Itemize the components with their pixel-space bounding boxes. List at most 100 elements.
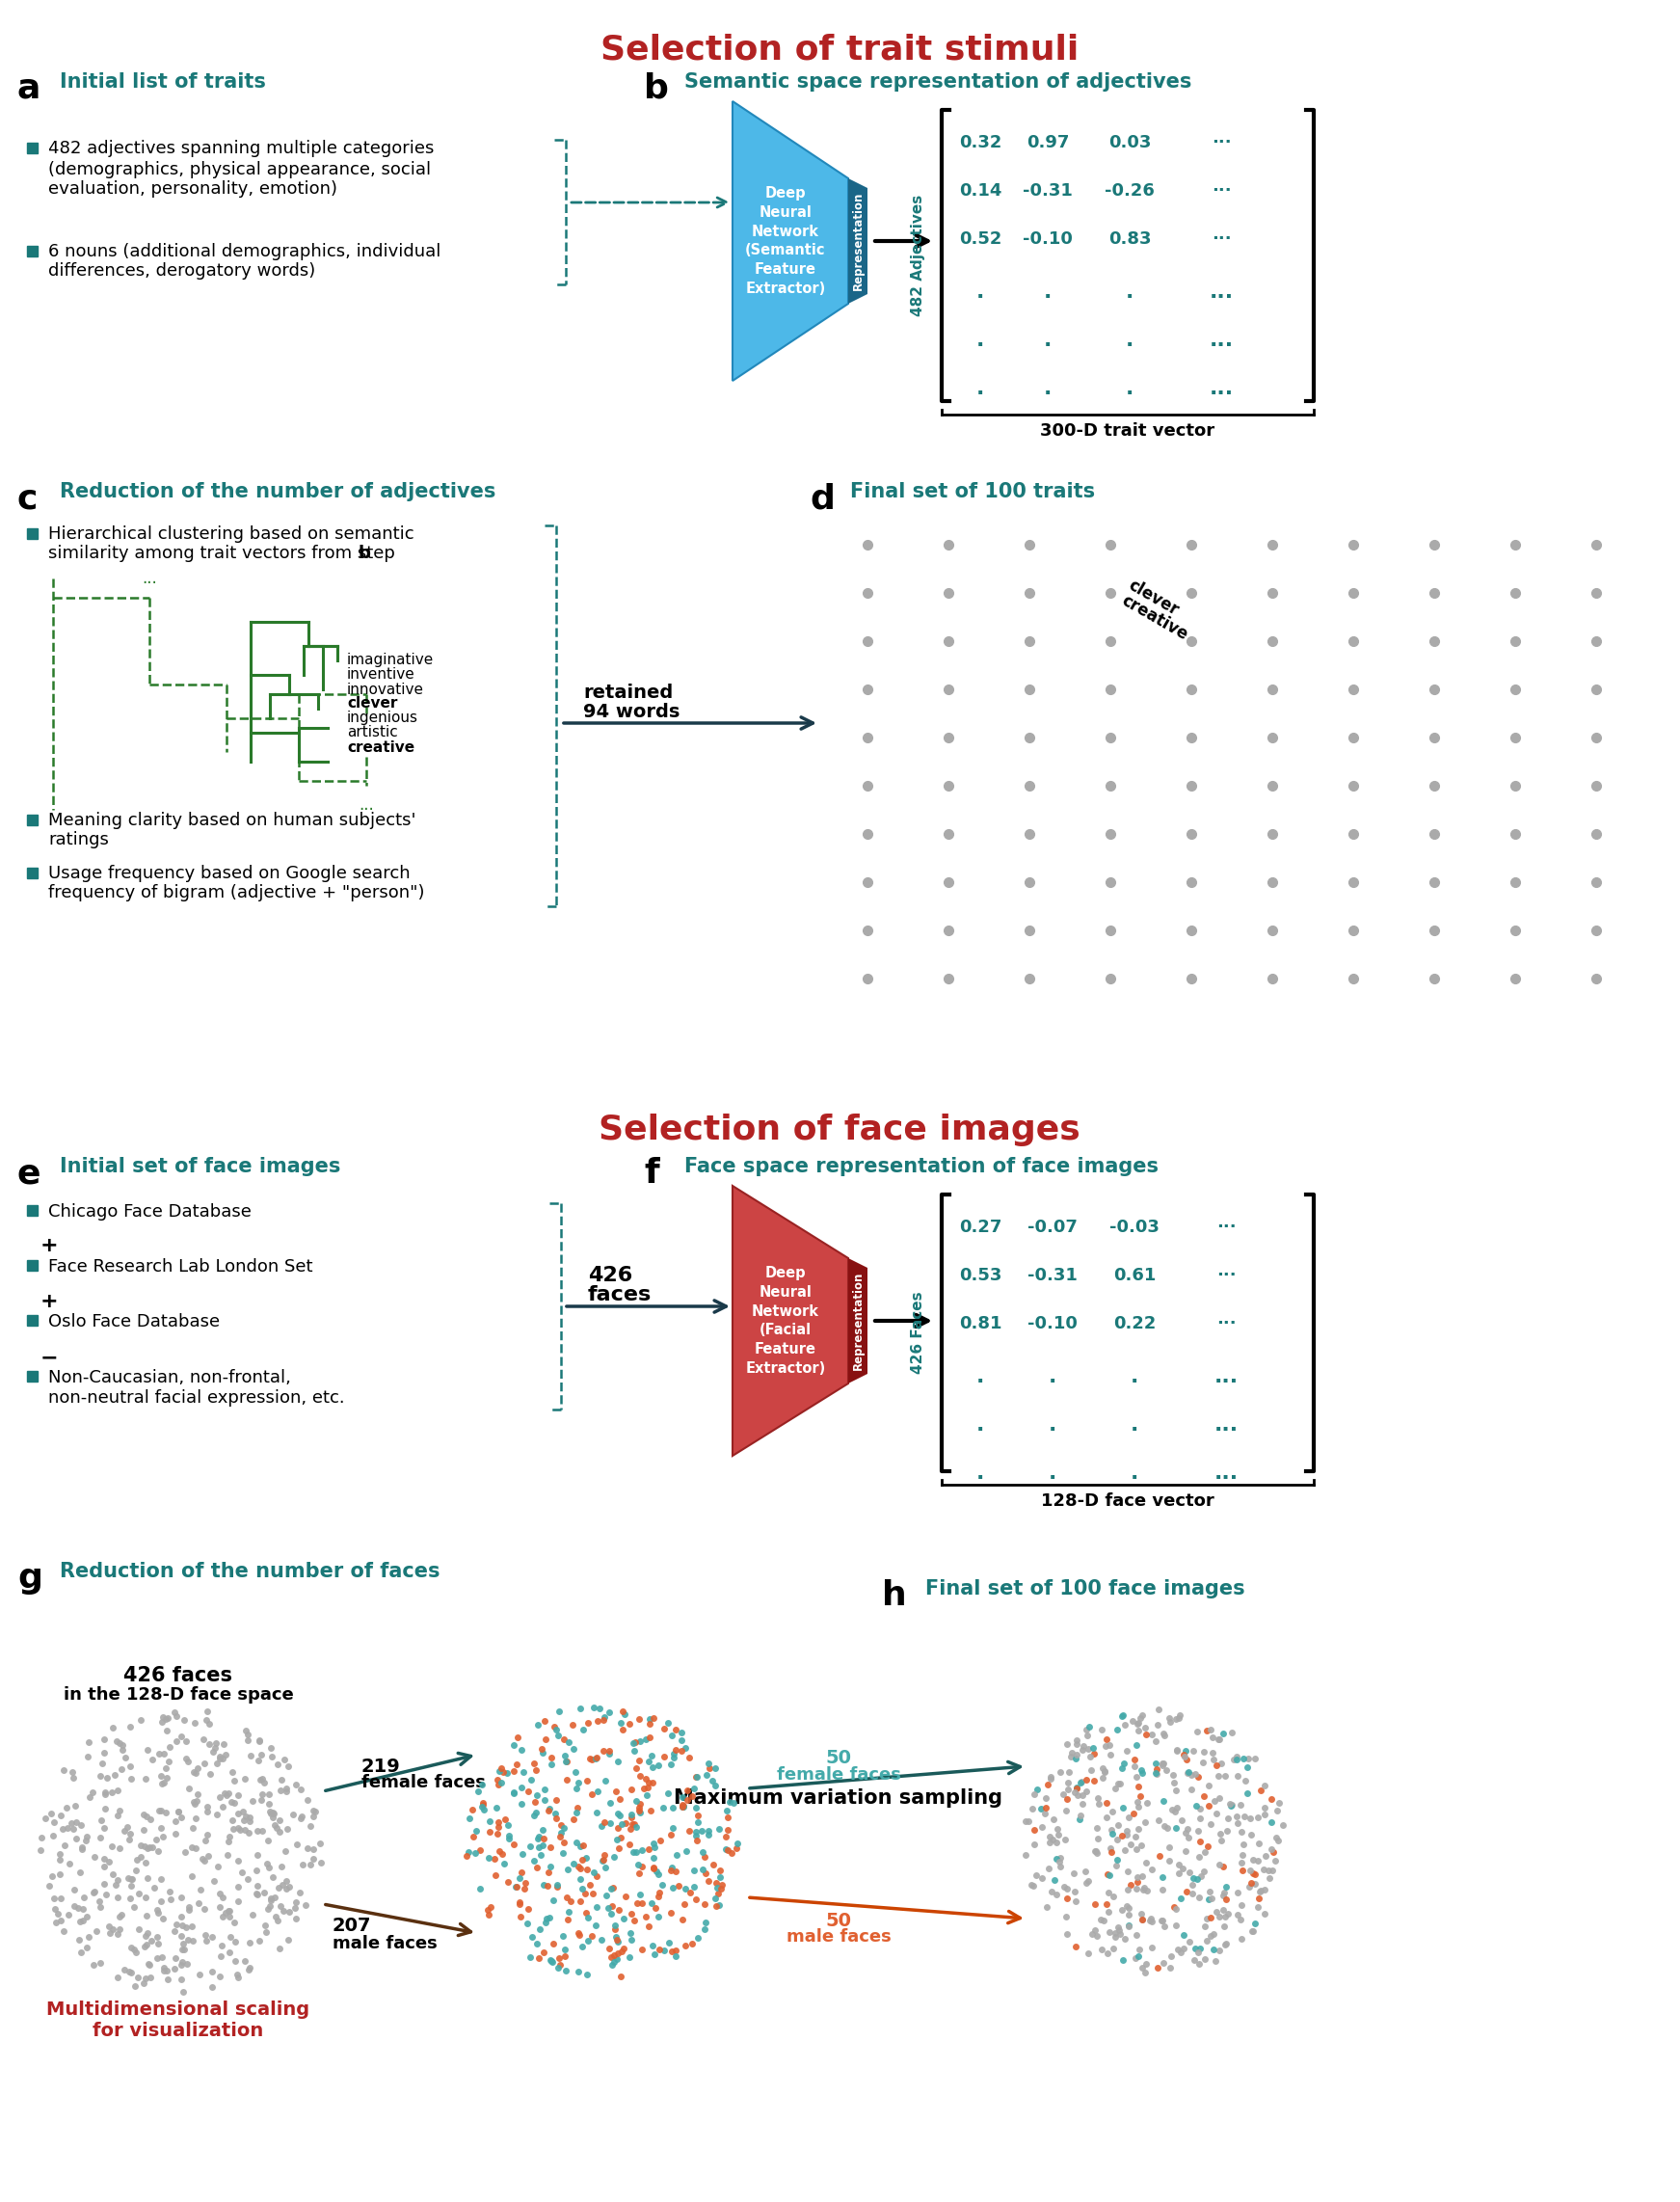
Text: ·: · — [1131, 1469, 1139, 1489]
Bar — [27, 528, 37, 539]
Text: Face Research Lab London Set: Face Research Lab London Set — [49, 1257, 312, 1275]
Text: ·: · — [976, 335, 984, 355]
Bar — [27, 1204, 37, 1216]
Text: Face space representation of face images: Face space representation of face images — [684, 1156, 1159, 1176]
Text: 0.61: 0.61 — [1114, 1266, 1156, 1284]
Text: ·: · — [1048, 1469, 1057, 1489]
Text: ···: ··· — [1215, 1469, 1238, 1489]
Text: Meaning clarity based on human subjects': Meaning clarity based on human subjects' — [49, 813, 417, 830]
Text: ·: · — [1043, 335, 1052, 355]
Text: 482 adjectives spanning multiple categories: 482 adjectives spanning multiple categor… — [49, 139, 433, 156]
Text: 0.22: 0.22 — [1114, 1315, 1156, 1332]
Bar — [27, 815, 37, 826]
Text: Maximum variation sampling: Maximum variation sampling — [674, 1788, 1003, 1808]
Text: Initial set of face images: Initial set of face images — [60, 1156, 341, 1176]
Text: Usage frequency based on Google search: Usage frequency based on Google search — [49, 865, 410, 883]
Text: ·: · — [1131, 1372, 1139, 1392]
Polygon shape — [732, 1187, 848, 1456]
Text: Selection of face images: Selection of face images — [598, 1114, 1080, 1147]
Text: 0.81: 0.81 — [959, 1315, 1001, 1332]
Text: 6 nouns (additional demographics, individual: 6 nouns (additional demographics, indivi… — [49, 242, 440, 260]
Text: -0.10: -0.10 — [1023, 231, 1074, 249]
Text: ·: · — [976, 1372, 984, 1392]
Text: ·: · — [1131, 1420, 1139, 1440]
Text: Chicago Face Database: Chicago Face Database — [49, 1202, 252, 1220]
Text: Multidimensional scaling: Multidimensional scaling — [47, 2002, 309, 2019]
Text: 482 Adjectives: 482 Adjectives — [911, 194, 926, 317]
Text: +: + — [40, 1235, 59, 1255]
Text: b: b — [358, 544, 371, 562]
Text: ...: ... — [141, 570, 156, 588]
Text: -0.31: -0.31 — [1028, 1266, 1077, 1284]
Text: artistic: artistic — [348, 724, 398, 740]
Text: ···: ··· — [1210, 286, 1233, 306]
Text: ·: · — [1043, 286, 1052, 306]
Text: ···: ··· — [1215, 1420, 1238, 1440]
Text: -0.10: -0.10 — [1028, 1315, 1077, 1332]
Text: clever: clever — [1126, 577, 1181, 619]
Bar — [27, 143, 37, 154]
Text: -0.31: -0.31 — [1023, 183, 1074, 200]
Text: h: h — [882, 1579, 907, 1612]
Text: 219: 219 — [361, 1757, 402, 1775]
Text: ·: · — [1043, 383, 1052, 403]
Text: 426 faces: 426 faces — [124, 1667, 234, 1685]
Text: 0.32: 0.32 — [959, 134, 1001, 152]
Text: ···: ··· — [1210, 383, 1233, 403]
Text: 426 Faces: 426 Faces — [911, 1293, 926, 1374]
Text: ...: ... — [358, 797, 375, 815]
Polygon shape — [848, 1257, 867, 1383]
Text: 50: 50 — [825, 1748, 852, 1768]
Text: 0.53: 0.53 — [959, 1266, 1001, 1284]
Text: ···: ··· — [1216, 1218, 1236, 1235]
Text: ·: · — [976, 286, 984, 306]
Text: ·: · — [976, 383, 984, 403]
Text: Deep
Neural
Network
(Semantic
Feature
Extractor): Deep Neural Network (Semantic Feature Ex… — [746, 187, 827, 295]
Text: female faces: female faces — [776, 1766, 900, 1784]
Text: g: g — [17, 1561, 42, 1594]
Text: b: b — [643, 73, 669, 106]
Text: -0.26: -0.26 — [1105, 183, 1154, 200]
Text: Reduction of the number of faces: Reduction of the number of faces — [60, 1561, 440, 1581]
Text: 0.14: 0.14 — [959, 183, 1001, 200]
Text: non-neutral facial expression, etc.: non-neutral facial expression, etc. — [49, 1389, 344, 1407]
Text: Oslo Face Database: Oslo Face Database — [49, 1312, 220, 1330]
Text: female faces: female faces — [361, 1775, 486, 1790]
Text: 207: 207 — [333, 1916, 371, 1936]
Text: Initial list of traits: Initial list of traits — [60, 73, 265, 92]
Text: evaluation, personality, emotion): evaluation, personality, emotion) — [49, 181, 338, 198]
Text: Final set of 100 face images: Final set of 100 face images — [926, 1579, 1245, 1599]
Text: Semantic space representation of adjectives: Semantic space representation of adjecti… — [684, 73, 1191, 92]
Text: ···: ··· — [1211, 134, 1231, 152]
Text: −: − — [40, 1348, 59, 1367]
Text: 0.83: 0.83 — [1109, 231, 1151, 249]
Text: Selection of trait stimuli: Selection of trait stimuli — [600, 33, 1079, 66]
Text: ·: · — [1048, 1372, 1057, 1392]
Text: ·: · — [1048, 1420, 1057, 1440]
Text: 0.97: 0.97 — [1026, 134, 1068, 152]
Text: Representation: Representation — [852, 1271, 864, 1370]
Text: d: d — [810, 482, 835, 515]
Bar — [27, 868, 37, 879]
Text: ···: ··· — [1211, 183, 1231, 200]
Text: 50: 50 — [825, 1911, 852, 1931]
Text: Non-Caucasian, non-frontal,: Non-Caucasian, non-frontal, — [49, 1370, 291, 1387]
Text: ···: ··· — [1216, 1315, 1236, 1332]
Text: Deep
Neural
Network
(Facial
Feature
Extractor): Deep Neural Network (Facial Feature Extr… — [746, 1266, 825, 1376]
Text: for visualization: for visualization — [92, 2021, 264, 2041]
Polygon shape — [848, 178, 867, 304]
Text: innovative: innovative — [348, 683, 423, 696]
Text: Representation: Representation — [852, 192, 864, 291]
Polygon shape — [732, 101, 848, 381]
Text: retained: retained — [583, 683, 674, 702]
Bar — [27, 247, 37, 255]
Text: -0.07: -0.07 — [1028, 1218, 1077, 1235]
Text: 300-D trait vector: 300-D trait vector — [1040, 423, 1215, 440]
Text: clever: clever — [348, 696, 398, 711]
Text: imaginative: imaginative — [348, 654, 433, 667]
Text: ·: · — [1126, 335, 1134, 355]
Text: faces: faces — [588, 1286, 652, 1304]
Text: +: + — [40, 1293, 59, 1310]
Text: e: e — [17, 1156, 40, 1189]
Text: differences, derogatory words): differences, derogatory words) — [49, 262, 316, 280]
